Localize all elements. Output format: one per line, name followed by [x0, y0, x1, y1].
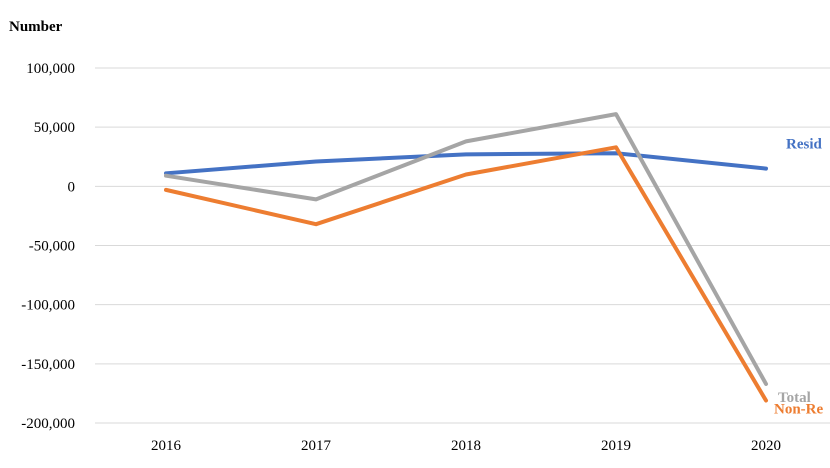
series-lines	[164, 112, 768, 403]
y-tick-label: 50,000	[34, 120, 75, 136]
series-line-resid	[164, 151, 768, 176]
x-tick-label: 2019	[601, 438, 631, 454]
series-line-total	[164, 112, 768, 386]
y-tick-label: -200,000	[21, 416, 75, 432]
series-label-non-re: Non-Re	[774, 402, 824, 418]
y-axis-title: Number	[9, 19, 63, 35]
y-tick-label: -150,000	[21, 357, 75, 373]
gridlines	[95, 67, 830, 424]
y-tick-label: 100,000	[26, 61, 75, 77]
y-tick-label: -100,000	[21, 298, 75, 314]
series-label-total: Total	[778, 390, 811, 406]
x-axis-tick-labels: 2016 2017 2018 2019 2020	[151, 438, 781, 454]
series-line-non-re	[164, 145, 768, 403]
y-tick-label: -50,000	[29, 239, 75, 255]
y-axis-tick-labels: 100,000 50,000 0 -50,000 -100,000 -150,000 -20…	[21, 61, 75, 432]
x-tick-label: 2016	[151, 438, 182, 454]
x-tick-label: 2020	[751, 438, 781, 454]
x-tick-label: 2018	[451, 438, 481, 454]
x-tick-label: 2017	[301, 438, 332, 454]
y-tick-label: 0	[68, 179, 76, 195]
series-label-resid: Resid	[786, 137, 822, 153]
